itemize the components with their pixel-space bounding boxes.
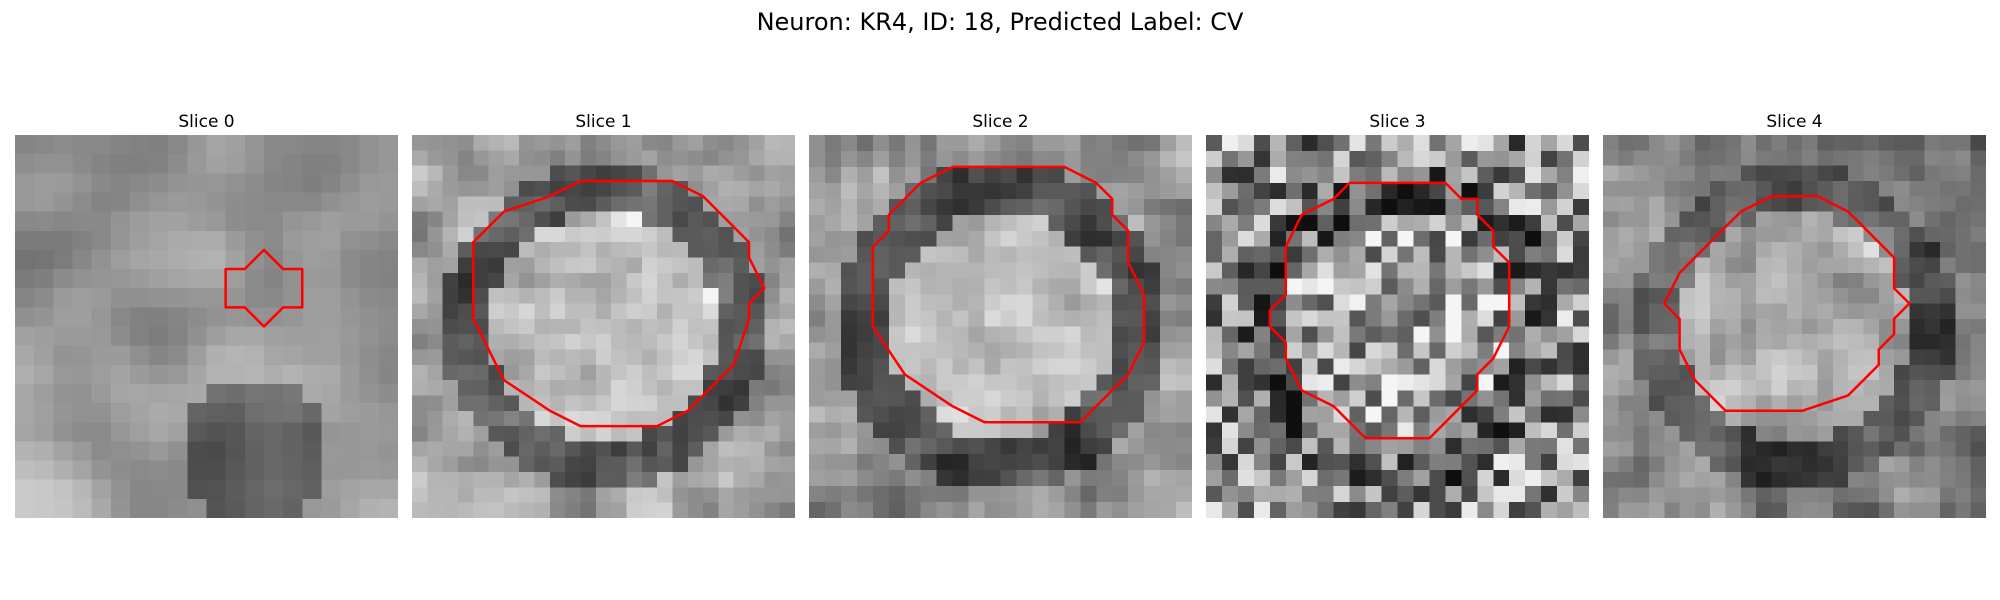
slice-contour-0	[15, 135, 398, 518]
slice-image-4	[1603, 135, 1986, 518]
slice-contour-4	[1603, 135, 1986, 518]
slice-title-3: Slice 3	[1369, 112, 1426, 132]
slice-panel-2: Slice 2	[809, 109, 1192, 518]
slice-panel-1: Slice 1	[412, 109, 795, 518]
slice-contour-2	[809, 135, 1192, 518]
slice-contour-3	[1206, 135, 1589, 518]
figure-title: Neuron: KR4, ID: 18, Predicted Label: CV	[756, 8, 1244, 36]
slice-title-0: Slice 0	[178, 112, 235, 132]
slice-title-4: Slice 4	[1766, 112, 1823, 132]
slice-panel-0: Slice 0	[15, 109, 398, 518]
slice-title-1: Slice 1	[575, 112, 632, 132]
slice-image-0	[15, 135, 398, 518]
slice-panel-3: Slice 3	[1206, 109, 1589, 518]
slice-contour-1	[412, 135, 795, 518]
slice-title-2: Slice 2	[972, 112, 1029, 132]
slice-panel-4: Slice 4	[1603, 109, 1986, 518]
